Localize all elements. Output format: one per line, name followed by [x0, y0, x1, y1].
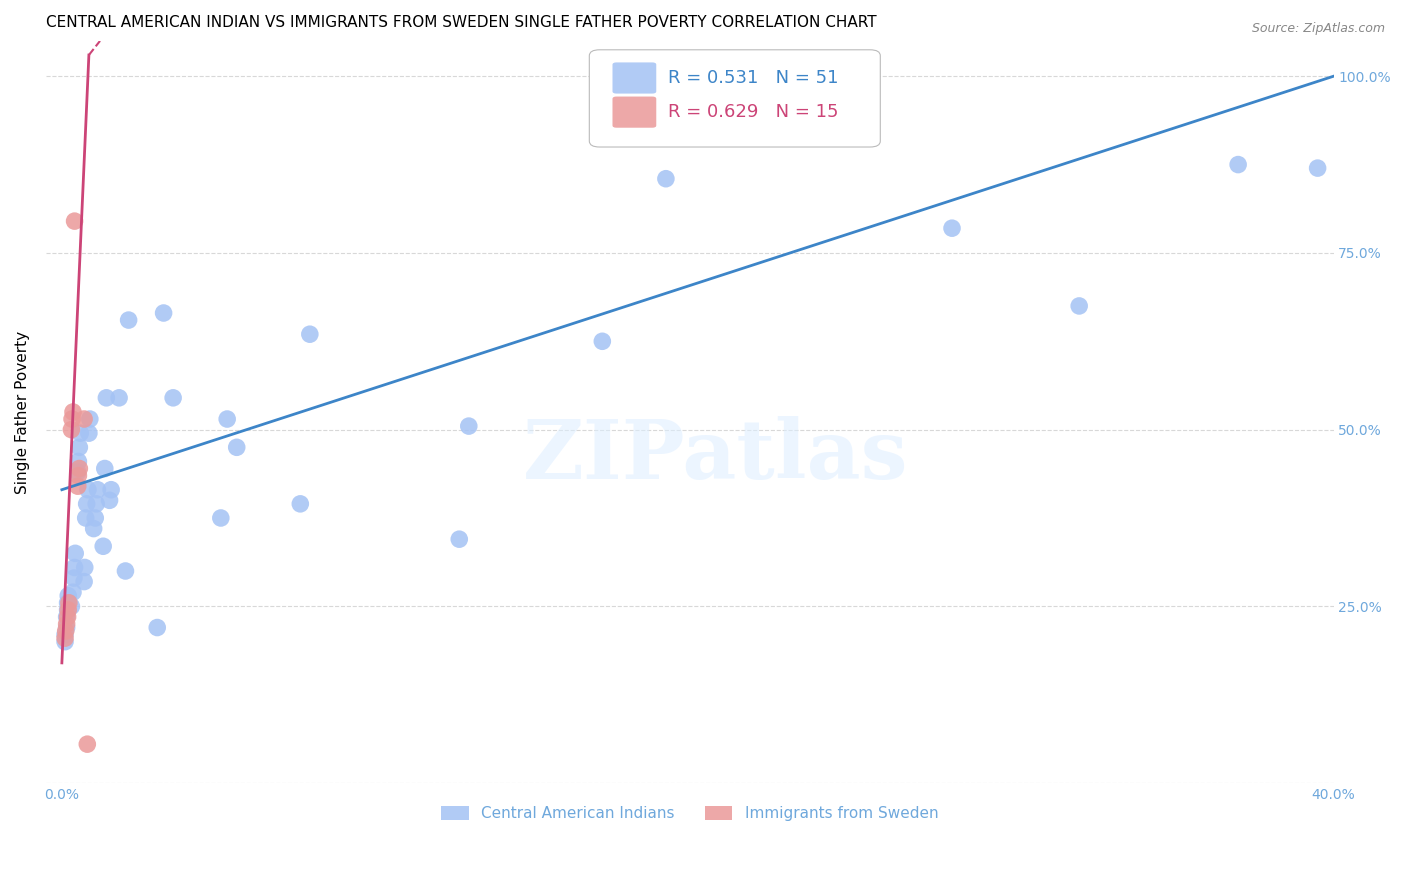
Point — [79, 412, 101, 426]
Legend: Central American Indians, Immigrants from Sweden: Central American Indians, Immigrants fro… — [434, 800, 945, 828]
Point — [66, 479, 89, 493]
Point — [1069, 299, 1091, 313]
Point — [60, 423, 83, 437]
FancyBboxPatch shape — [589, 50, 880, 147]
Point — [53, 634, 76, 648]
Point — [66, 465, 89, 479]
Point — [60, 412, 83, 426]
Point — [225, 440, 247, 454]
Point — [84, 497, 107, 511]
Point — [114, 564, 136, 578]
Text: ZIPatlas: ZIPatlas — [523, 417, 908, 497]
Point — [449, 532, 471, 546]
Point — [55, 624, 77, 638]
Point — [457, 419, 479, 434]
Text: R = 0.629   N = 15: R = 0.629 N = 15 — [668, 103, 838, 121]
Point — [60, 599, 83, 614]
Point — [108, 391, 131, 405]
Point — [152, 306, 174, 320]
Point — [146, 621, 169, 635]
Point — [62, 405, 84, 419]
Point — [55, 617, 77, 632]
Point — [73, 412, 96, 426]
Point — [217, 412, 239, 426]
Point — [117, 313, 139, 327]
Point — [63, 214, 86, 228]
Text: CENTRAL AMERICAN INDIAN VS IMMIGRANTS FROM SWEDEN SINGLE FATHER POVERTY CORRELAT: CENTRAL AMERICAN INDIAN VS IMMIGRANTS FR… — [46, 15, 876, 30]
Point — [55, 610, 77, 624]
Point — [53, 631, 76, 645]
Point — [1227, 158, 1250, 172]
Point — [94, 461, 117, 475]
Point — [63, 546, 86, 560]
Point — [63, 571, 86, 585]
Point — [75, 511, 97, 525]
Point — [76, 497, 98, 511]
Point — [62, 585, 84, 599]
Point — [73, 560, 96, 574]
Point — [1306, 161, 1329, 175]
Point — [56, 596, 79, 610]
FancyBboxPatch shape — [613, 96, 657, 128]
Point — [67, 440, 90, 454]
Point — [298, 327, 321, 342]
Point — [96, 391, 118, 405]
Point — [58, 603, 80, 617]
Point — [98, 493, 121, 508]
Point — [76, 737, 98, 751]
Point — [941, 221, 963, 235]
Point — [290, 497, 312, 511]
Text: R = 0.531   N = 51: R = 0.531 N = 51 — [668, 69, 838, 87]
FancyBboxPatch shape — [613, 62, 657, 94]
Point — [77, 483, 100, 497]
Point — [73, 574, 96, 589]
Point — [591, 334, 613, 349]
Point — [83, 522, 105, 536]
Point — [67, 461, 90, 475]
Point — [58, 589, 80, 603]
Point — [655, 171, 678, 186]
Point — [56, 603, 79, 617]
Point — [162, 391, 184, 405]
Text: Source: ZipAtlas.com: Source: ZipAtlas.com — [1251, 22, 1385, 36]
Point — [55, 621, 77, 635]
Point — [56, 610, 79, 624]
Point — [58, 596, 80, 610]
Point — [84, 511, 107, 525]
Point — [69, 426, 91, 441]
Point — [63, 560, 86, 574]
Point — [209, 511, 232, 525]
Point — [67, 454, 90, 468]
Point — [77, 426, 100, 441]
Point — [100, 483, 122, 497]
Point — [86, 483, 108, 497]
Point — [91, 539, 114, 553]
Point — [53, 627, 76, 641]
Point — [67, 468, 90, 483]
Y-axis label: Single Father Poverty: Single Father Poverty — [15, 330, 30, 493]
